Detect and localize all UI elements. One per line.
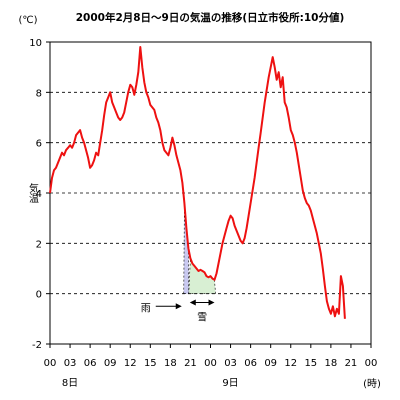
rain-arrow-head — [175, 303, 182, 310]
x-tick-label: 15 — [304, 358, 317, 369]
x-tick-label: 12 — [124, 358, 137, 369]
y-tick-label: 8 — [36, 88, 42, 99]
snow-arrow-head-right — [208, 299, 215, 306]
x-tick-label: 18 — [325, 358, 338, 369]
x-tick-label: 09 — [264, 358, 277, 369]
x-tick-label: 18 — [164, 358, 177, 369]
snow-arrow-head-left — [189, 299, 196, 306]
snow-label: 雪 — [197, 311, 207, 323]
y-tick-label: 4 — [36, 189, 42, 200]
y-tick-label: 0 — [36, 290, 42, 301]
x-tick-label: 03 — [224, 358, 237, 369]
x-tick-label: 00 — [204, 358, 217, 369]
y-axis-title: 気温 — [27, 182, 39, 203]
gridlines — [50, 41, 371, 295]
chart-title: 2000年2月8日～9日の気温の推移(日立市役所:10分値) — [76, 11, 345, 24]
x-tick-label: 06 — [244, 358, 257, 369]
x-unit-label: (時) — [363, 378, 381, 390]
x-tick-label: 21 — [184, 358, 197, 369]
day-label: 8日 — [62, 378, 78, 389]
x-tick-label: 21 — [345, 358, 358, 369]
x-tick-label: 03 — [64, 358, 77, 369]
rain-label: 雨 — [141, 303, 151, 314]
y-tick-label: -2 — [32, 340, 42, 351]
x-tick-label: 09 — [104, 358, 117, 369]
x-tick-label: 06 — [84, 358, 97, 369]
y-tick-label: 6 — [36, 139, 42, 150]
y-tick-label: 2 — [36, 239, 42, 250]
x-tick-label: 12 — [284, 358, 297, 369]
series-layer — [49, 46, 346, 319]
annotations: 雨雪 — [141, 299, 215, 323]
y-tick-label: 10 — [29, 38, 42, 49]
day-label: 9日 — [222, 378, 238, 389]
tick-labels: -2 0 2 4 6 8 10 気温 00 03 06 09 12 15 18 21 00 03 06 09 12 15 1… — [27, 38, 378, 389]
temperature-line — [49, 46, 346, 319]
x-tick-label: 00 — [44, 358, 57, 369]
y-unit-label: (℃) — [18, 15, 37, 26]
x-tick-label: 15 — [144, 358, 157, 369]
x-tick-label: 00 — [365, 358, 378, 369]
